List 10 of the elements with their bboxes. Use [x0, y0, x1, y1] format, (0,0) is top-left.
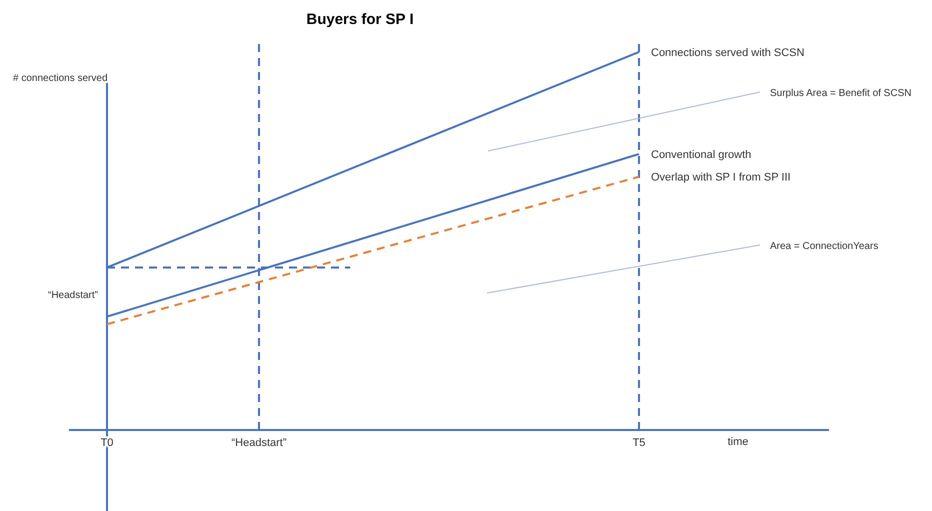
- x-tick-label: “Headstart”: [231, 436, 287, 449]
- chart-title: Buyers for SP I: [306, 11, 414, 28]
- annotation: “Headstart”: [48, 290, 98, 301]
- annotation: Surplus Area = Benefit of SCSN: [770, 88, 912, 99]
- x-tick-label: T5: [632, 436, 646, 449]
- annotation: Area = ConnectionYears: [770, 241, 878, 252]
- series-label: Connections served with SCSN: [651, 47, 805, 59]
- series-label: Overlap with SP I from SP III: [651, 172, 791, 184]
- x-axis-title: time: [728, 436, 748, 448]
- series-label: Conventional growth: [651, 149, 752, 162]
